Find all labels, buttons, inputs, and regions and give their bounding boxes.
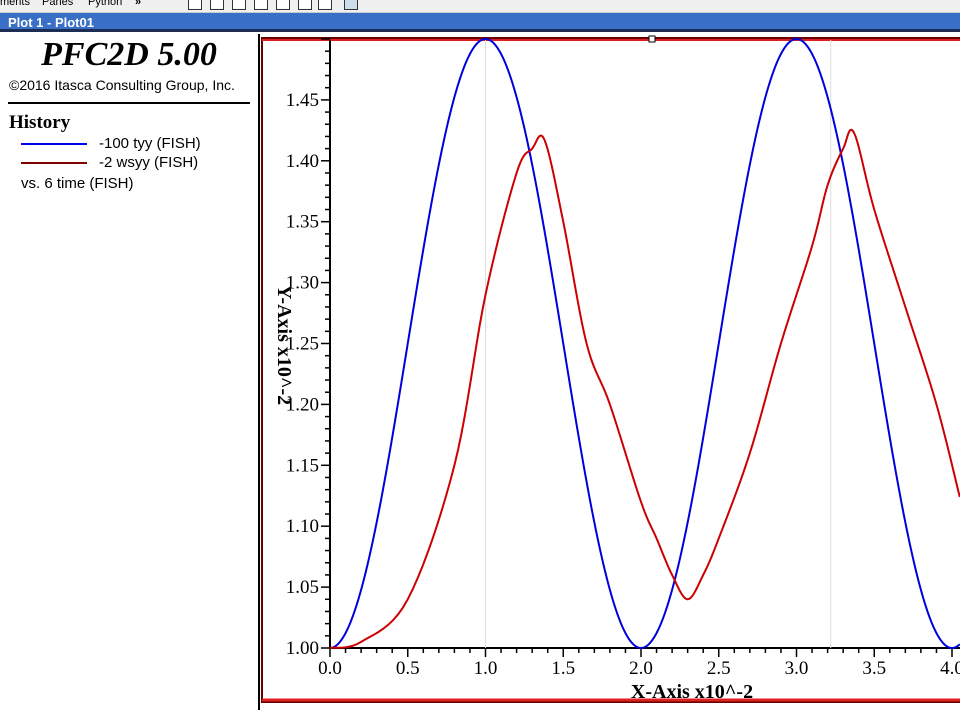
x-tick-label: 0.5 [396,658,420,679]
y-tick-label: 1.45 [286,90,319,111]
legend-label: -100 tyy (FISH) [99,135,201,152]
y-tick-label: 1.15 [286,455,319,476]
y-tick-label: 1.20 [286,394,319,415]
legend-section: History [9,112,71,133]
legend-item: -100 tyy (FISH) [21,135,201,152]
menu-item-elements[interactable]: ments [0,0,30,8]
y-tick-label: 1.00 [286,638,319,659]
x-tick-label: 0.0 [318,658,342,679]
x-tick-label: 1.5 [551,658,575,679]
y-tick-label: 1.10 [286,516,319,537]
y-tick-label: 1.05 [286,577,319,598]
toolbar-button[interactable] [232,0,246,10]
toolbar-button[interactable] [298,0,312,10]
y-tick-label: 1.30 [286,273,319,294]
x-tick-label: 2.5 [707,658,731,679]
menu-bar: ments Panes Python » [0,0,960,13]
legend-swatch [21,162,87,165]
menu-item-panes[interactable]: Panes [42,0,74,8]
y-tick-label: 1.35 [286,212,319,233]
toolbar-button[interactable] [318,0,332,10]
toolbar-button[interactable] [210,0,224,10]
menu-overflow[interactable]: » [135,0,142,8]
x-tick-label: 3.5 [862,658,886,679]
series-line-1 [329,37,960,650]
copyright: ©2016 Itasca Consulting Group, Inc. [9,77,235,93]
series-line-2 [329,128,960,649]
x-tick-label: 4.0 [940,658,960,679]
resize-handle[interactable] [648,35,656,43]
x-axis-label: X-Axis x10^-2 [631,681,753,703]
y-tick-label: 1.25 [286,334,319,355]
x-tick-label: 1.0 [474,658,498,679]
legend-panel: PFC2D 5.00 ©2016 Itasca Consulting Group… [0,34,260,710]
toolbar-button[interactable] [188,0,202,10]
legend-swatch [21,143,87,146]
y-tick-label: 1.40 [286,151,319,172]
legend-vs: vs. 6 time (FISH) [21,175,134,192]
toolbar-button[interactable] [276,0,290,10]
menu-item-python[interactable]: Python [88,0,123,8]
plot-frame [261,37,960,703]
toolbar-button[interactable] [254,0,268,10]
x-tick-label: 2.0 [629,658,653,679]
divider [8,102,250,104]
legend-label: -2 wsyy (FISH) [99,154,199,171]
legend-title: PFC2D 5.00 [41,36,217,73]
x-tick-label: 3.0 [785,658,809,679]
pointer-tool-icon[interactable] [344,0,358,10]
y-axis-label: Y-Axis x10^-2 [273,285,295,405]
legend-item: -2 wsyy (FISH) [21,154,198,171]
plot-window-title: Plot 1 - Plot01 [0,13,960,32]
